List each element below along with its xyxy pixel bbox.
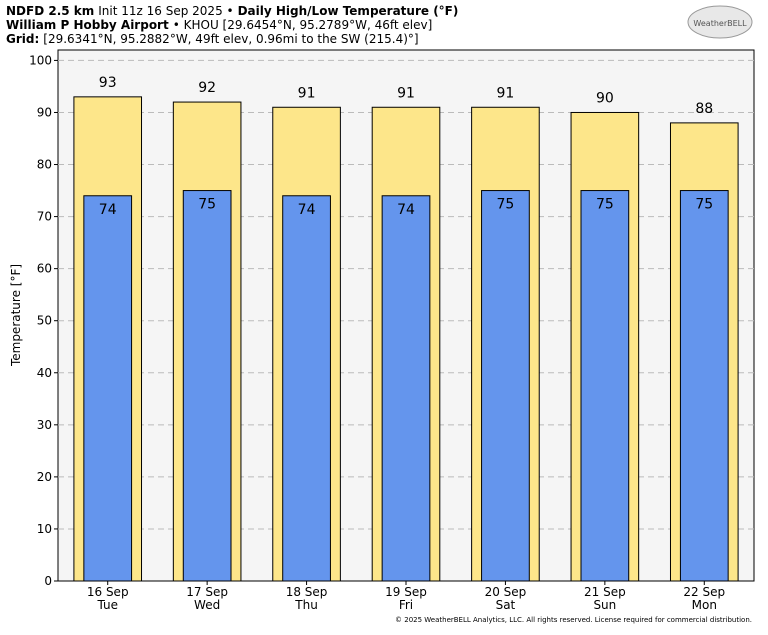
value-label: 92 [198, 80, 216, 96]
y-tick-label: 0 [44, 574, 52, 588]
bar-low [182, 190, 232, 582]
x-tick-sublabel: Fri [399, 598, 413, 612]
x-tick-sublabel: Sat [496, 598, 516, 612]
header-part: Init 11z 16 Sep 2025 • [98, 4, 233, 18]
value-label: 74 [99, 202, 117, 218]
value-label: 75 [198, 197, 216, 213]
header-part: NDFD 2.5 km [6, 4, 94, 18]
x-tick-sublabel: Thu [294, 598, 318, 612]
x-tick-label: 18 Sep [286, 585, 328, 599]
x-tick-sublabel: Tue [96, 598, 118, 612]
x-tick-label: 19 Sep [385, 585, 427, 599]
x-tick-label: 17 Sep [186, 585, 228, 599]
x-tick-label: 16 Sep [87, 585, 129, 599]
value-label: 93 [99, 75, 117, 91]
logo-badge [687, 5, 753, 39]
value-label: 74 [298, 202, 316, 218]
value-label: 91 [298, 85, 316, 101]
bar-low [679, 190, 729, 582]
y-axis-label: Temperature [°F] [9, 264, 23, 367]
y-tick-label: 70 [37, 210, 52, 224]
x-tick-label: 21 Sep [584, 585, 626, 599]
logo: WeatherBELL [693, 19, 747, 28]
value-label: 90 [596, 90, 614, 106]
header-part: [29.6341°N, 95.2882°W, 49ft elev, 0.96mi… [43, 32, 418, 46]
y-tick-label: 40 [37, 366, 52, 380]
bar-low [83, 195, 133, 582]
bar-low [282, 195, 331, 582]
x-tick-sublabel: Sun [593, 598, 616, 612]
y-tick-label: 50 [37, 314, 52, 328]
y-tick-label: 20 [37, 470, 52, 484]
x-tick-label: 20 Sep [485, 585, 527, 599]
value-label: 75 [497, 197, 515, 213]
header-part: William P Hobby Airport [6, 18, 169, 32]
header-part: Grid: [6, 32, 39, 46]
y-tick-label: 10 [37, 522, 52, 536]
x-tick-sublabel: Mon [692, 598, 717, 612]
value-label: 75 [596, 197, 614, 213]
header-line-1: NDFD 2.5 km Init 11z 16 Sep 2025 • Daily H… [6, 4, 458, 18]
bar-low [481, 190, 530, 582]
bar-low [580, 190, 630, 582]
header-part: • KHOU [29.6454°N, 95.2789°W, 46ft elev] [173, 18, 433, 32]
value-label: 74 [397, 202, 415, 218]
value-label: 91 [397, 85, 415, 101]
value-label: 88 [695, 101, 713, 117]
footer: © 2025 WeatherBELL Analytics, LLC. All r… [395, 616, 752, 624]
x-tick-sublabel: Wed [194, 598, 220, 612]
y-tick-label: 60 [37, 262, 52, 276]
header-line-2: William P Hobby Airport • KHOU [29.6454°N… [6, 18, 432, 32]
y-tick-label: 80 [37, 158, 52, 172]
y-tick-label: 100 [29, 53, 52, 67]
y-tick-label: 90 [37, 105, 52, 119]
header-line-3: Grid: [29.6341°N, 95.2882°W, 49ft elev, 0… [6, 32, 419, 46]
header-part: Daily High/Low Temperature (°F) [238, 4, 459, 18]
value-label: 91 [497, 85, 515, 101]
y-tick-label: 30 [37, 418, 52, 432]
bar-low [381, 195, 431, 582]
x-tick-label: 22 Sep [683, 585, 725, 599]
value-label: 75 [695, 197, 713, 213]
